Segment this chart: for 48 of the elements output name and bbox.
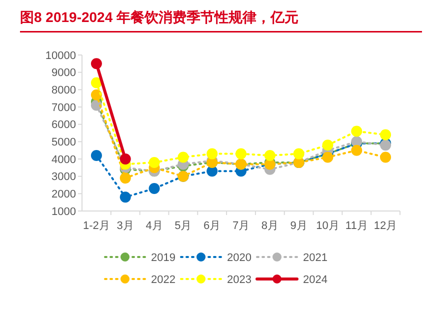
y-tick-label: 10000 — [45, 50, 76, 62]
y-tick-label: 4000 — [52, 154, 76, 166]
legend-label: 2021 — [303, 252, 328, 264]
point — [206, 148, 218, 160]
point — [148, 182, 160, 194]
point — [322, 140, 334, 151]
point — [120, 172, 131, 184]
x-tick-label: 5月 — [174, 220, 192, 232]
x-tick-label: 12月 — [374, 220, 398, 232]
y-tick-label: 5000 — [52, 136, 76, 149]
point — [148, 156, 160, 168]
y-tick-label: 7000 — [52, 102, 76, 114]
point — [120, 192, 131, 203]
x-tick-label: 9月 — [290, 220, 308, 232]
x-tick-label: 11月 — [345, 220, 368, 232]
x-tick-label: 10月 — [316, 220, 340, 232]
point — [380, 129, 392, 140]
point — [178, 152, 189, 163]
point — [120, 154, 131, 164]
y-tick-label: 6000 — [52, 119, 76, 132]
legend-label: 2024 — [303, 274, 328, 286]
x-tick-label: 7月 — [232, 220, 250, 232]
x-tick-label: 4月 — [146, 220, 163, 232]
point — [351, 126, 362, 137]
point — [351, 144, 362, 156]
y-tick-label: 2000 — [52, 188, 76, 201]
point — [90, 89, 102, 100]
y-tick-label: 8000 — [52, 84, 76, 97]
point — [264, 150, 276, 162]
y-tick-label: 9000 — [52, 67, 76, 80]
y-tick-label: 3000 — [52, 171, 76, 184]
x-tick-label: 6月 — [204, 220, 221, 232]
x-tick-label: 1-2月 — [83, 220, 110, 232]
point — [322, 152, 334, 163]
legend-label: 2023 — [227, 274, 252, 286]
legend-label: 2022 — [151, 274, 176, 286]
x-tick-label: 3月 — [116, 220, 134, 232]
point — [380, 152, 392, 163]
x-tick-label: 8月 — [261, 220, 278, 232]
point — [90, 150, 102, 162]
point — [293, 148, 304, 160]
y-tick-label: 1000 — [52, 206, 76, 218]
chart-title: 图8 2019-2024 年餐饮消费季节性规律，亿元 — [20, 9, 299, 25]
legend-label: 2019 — [151, 252, 176, 264]
point — [90, 58, 102, 70]
legend-label: 2020 — [227, 252, 252, 264]
point — [236, 148, 246, 160]
point — [90, 77, 102, 88]
